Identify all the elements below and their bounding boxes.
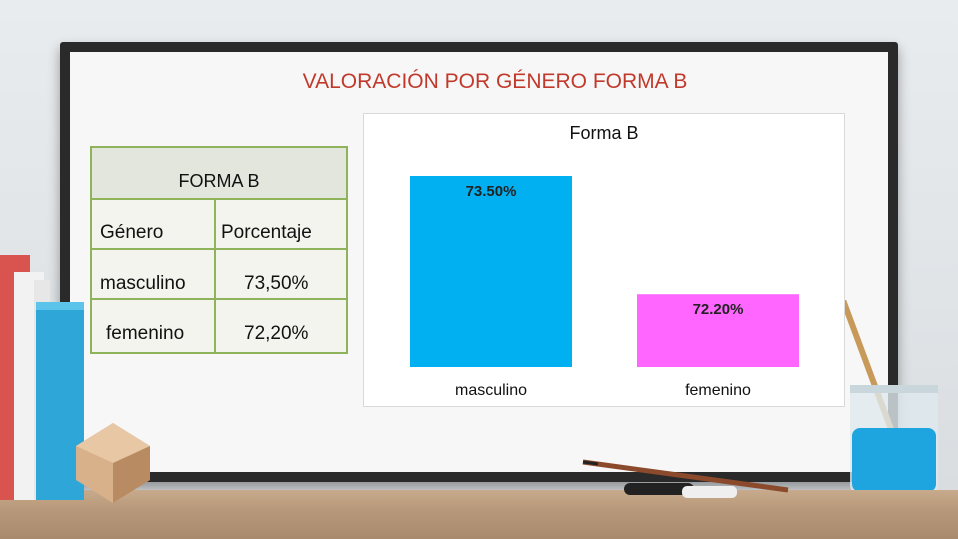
table-cell-genero: masculino <box>100 273 186 294</box>
books-illustration <box>0 255 84 500</box>
pencil-illustration <box>582 459 789 493</box>
wooden-shelf <box>0 490 958 539</box>
chart-canvas: Forma B 73.50% masculino 72.20% femenino <box>410 123 799 399</box>
table-header-genero: Género <box>100 222 164 243</box>
bar-masculino <box>410 176 572 367</box>
table-caption: FORMA B <box>92 148 346 200</box>
slide-title: VALORACIÓN POR GÉNERO FORMA B <box>302 70 688 93</box>
chart-title: Forma B <box>569 123 638 143</box>
table-cell-porcentaje: 73,50% <box>244 273 309 294</box>
table-divider <box>92 248 346 250</box>
data-label: 73.50% <box>466 183 517 200</box>
data-label: 72.20% <box>693 301 744 318</box>
x-tick-label: masculino <box>455 382 527 399</box>
table-header-porcentaje: Porcentaje <box>221 222 312 243</box>
wooden-gem-illustration <box>76 423 150 503</box>
bar-femenino <box>637 294 799 367</box>
table-divider <box>214 200 216 352</box>
table-divider <box>92 298 346 300</box>
forma-b-table: FORMA B Género Porcentaje masculino 73,5… <box>90 146 348 354</box>
water-jar-illustration <box>840 300 938 490</box>
x-tick-label: femenino <box>685 382 751 399</box>
bar-chart: Forma B 73.50% masculino 72.20% femenino <box>363 113 845 407</box>
table-cell-genero: femenino <box>106 323 185 344</box>
table-cell-porcentaje: 72,20% <box>244 323 309 344</box>
marker-illustration <box>624 483 737 498</box>
bars-group: 73.50% masculino 72.20% femenino <box>410 176 799 399</box>
